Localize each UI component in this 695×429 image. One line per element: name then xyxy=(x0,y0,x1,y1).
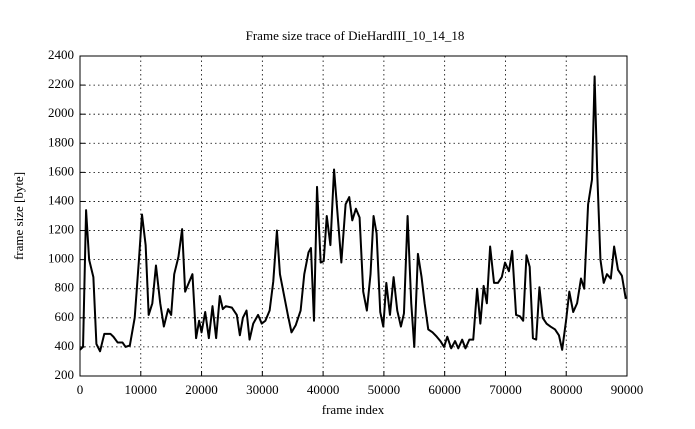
x-tick-label: 80000 xyxy=(550,382,583,397)
y-tick-label: 2000 xyxy=(48,105,74,120)
y-tick-label: 1600 xyxy=(48,163,74,178)
y-tick-label: 1000 xyxy=(48,251,74,266)
x-tick-label: 70000 xyxy=(489,382,522,397)
x-tick-label: 0 xyxy=(77,382,84,397)
y-axis-label: frame size [byte] xyxy=(11,172,26,260)
x-tick-label: 20000 xyxy=(185,382,218,397)
x-tick-label: 40000 xyxy=(307,382,340,397)
x-axis-label: frame index xyxy=(322,402,385,417)
y-tick-label: 1800 xyxy=(48,134,74,149)
plot-frame xyxy=(79,55,628,377)
y-tick-label: 600 xyxy=(55,309,75,324)
chart-title: Frame size trace of DieHardIII_10_14_18 xyxy=(246,28,465,43)
data-line xyxy=(79,75,627,353)
y-tick-label: 2200 xyxy=(48,76,74,91)
x-tick-label: 30000 xyxy=(246,382,279,397)
y-tick-label: 400 xyxy=(55,338,75,353)
x-tick-label: 90000 xyxy=(611,382,644,397)
x-tick-label: 60000 xyxy=(428,382,461,397)
y-tick-label: 200 xyxy=(55,367,75,382)
x-tick-label: 10000 xyxy=(125,382,158,397)
y-tick-label: 2400 xyxy=(48,47,74,62)
y-tick-label: 800 xyxy=(55,280,75,295)
x-tick-label: 50000 xyxy=(368,382,401,397)
y-tick-label: 1200 xyxy=(48,222,74,237)
y-tick-label: 1400 xyxy=(48,192,74,207)
